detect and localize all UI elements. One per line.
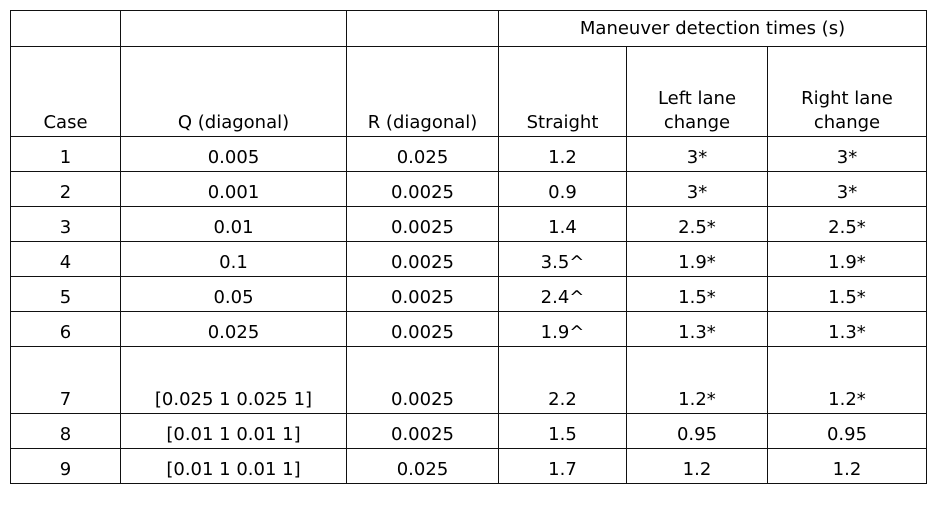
maneuver-detection-table: Maneuver detection times (s) Case Q (dia…	[10, 10, 927, 484]
cell-right-lane-change: 1.2*	[767, 346, 927, 414]
cell-straight: 2.2	[498, 346, 627, 414]
cell-left-lane-change: 2.5*	[626, 206, 768, 242]
cell-r: 0.025	[346, 448, 499, 484]
cell-right-lane-change: 0.95	[767, 413, 927, 449]
cell-q: 0.05	[120, 276, 347, 312]
cell-straight: 1.5	[498, 413, 627, 449]
cell-left-lane-change: 1.2*	[626, 346, 768, 414]
cell-case: 4	[10, 241, 121, 277]
group-header: Maneuver detection times (s)	[498, 10, 927, 47]
cell-r: 0.025	[346, 136, 499, 172]
cell-case: 8	[10, 413, 121, 449]
column-header-right-lane-change: Right lane change	[767, 46, 927, 137]
empty-header-cell	[10, 10, 121, 47]
cell-r: 0.0025	[346, 311, 499, 347]
cell-straight: 0.9	[498, 171, 627, 207]
empty-header-cell	[120, 10, 347, 47]
cell-right-lane-change: 1.5*	[767, 276, 927, 312]
group-header-row: Maneuver detection times (s)	[10, 10, 927, 47]
cell-left-lane-change: 1.3*	[626, 311, 768, 347]
column-header-left-lane-change: Left lane change	[626, 46, 768, 137]
cell-case: 2	[10, 171, 121, 207]
column-header-q: Q (diagonal)	[120, 46, 347, 137]
cell-right-lane-change: 3*	[767, 171, 927, 207]
table-row: 9 [0.01 1 0.01 1] 0.025 1.7 1.2 1.2	[10, 448, 927, 484]
cell-q: 0.005	[120, 136, 347, 172]
cell-r: 0.0025	[346, 413, 499, 449]
cell-straight: 2.4^	[498, 276, 627, 312]
cell-r: 0.0025	[346, 171, 499, 207]
cell-q: [0.025 1 0.025 1]	[120, 346, 347, 414]
cell-case: 3	[10, 206, 121, 242]
column-header-case: Case	[10, 46, 121, 137]
cell-q: [0.01 1 0.01 1]	[120, 413, 347, 449]
cell-r: 0.0025	[346, 276, 499, 312]
table-row: 7 [0.025 1 0.025 1] 0.0025 2.2 1.2* 1.2*	[10, 346, 927, 414]
cell-case: 7	[10, 346, 121, 414]
cell-case: 5	[10, 276, 121, 312]
table-row: 6 0.025 0.0025 1.9^ 1.3* 1.3*	[10, 311, 927, 347]
cell-left-lane-change: 1.2	[626, 448, 768, 484]
cell-right-lane-change: 1.2	[767, 448, 927, 484]
cell-left-lane-change: 3*	[626, 136, 768, 172]
cell-straight: 1.9^	[498, 311, 627, 347]
cell-straight: 1.7	[498, 448, 627, 484]
cell-straight: 1.2	[498, 136, 627, 172]
cell-left-lane-change: 1.5*	[626, 276, 768, 312]
cell-q: 0.01	[120, 206, 347, 242]
table-row: 5 0.05 0.0025 2.4^ 1.5* 1.5*	[10, 276, 927, 312]
column-header-row: Case Q (diagonal) R (diagonal) Straight …	[10, 46, 927, 137]
cell-straight: 3.5^	[498, 241, 627, 277]
cell-q: 0.1	[120, 241, 347, 277]
cell-right-lane-change: 1.9*	[767, 241, 927, 277]
cell-left-lane-change: 3*	[626, 171, 768, 207]
table-row: 2 0.001 0.0025 0.9 3* 3*	[10, 171, 927, 207]
cell-right-lane-change: 1.3*	[767, 311, 927, 347]
column-header-r: R (diagonal)	[346, 46, 499, 137]
cell-right-lane-change: 2.5*	[767, 206, 927, 242]
table-row: 1 0.005 0.025 1.2 3* 3*	[10, 136, 927, 172]
column-header-straight: Straight	[498, 46, 627, 137]
cell-straight: 1.4	[498, 206, 627, 242]
cell-q: 0.025	[120, 311, 347, 347]
cell-q: 0.001	[120, 171, 347, 207]
cell-case: 1	[10, 136, 121, 172]
table-row: 8 [0.01 1 0.01 1] 0.0025 1.5 0.95 0.95	[10, 413, 927, 449]
cell-right-lane-change: 3*	[767, 136, 927, 172]
cell-r: 0.0025	[346, 241, 499, 277]
table-row: 4 0.1 0.0025 3.5^ 1.9* 1.9*	[10, 241, 927, 277]
cell-case: 6	[10, 311, 121, 347]
cell-case: 9	[10, 448, 121, 484]
empty-header-cell	[346, 10, 499, 47]
cell-r: 0.0025	[346, 346, 499, 414]
cell-left-lane-change: 1.9*	[626, 241, 768, 277]
cell-q: [0.01 1 0.01 1]	[120, 448, 347, 484]
cell-r: 0.0025	[346, 206, 499, 242]
table-row: 3 0.01 0.0025 1.4 2.5* 2.5*	[10, 206, 927, 242]
cell-left-lane-change: 0.95	[626, 413, 768, 449]
